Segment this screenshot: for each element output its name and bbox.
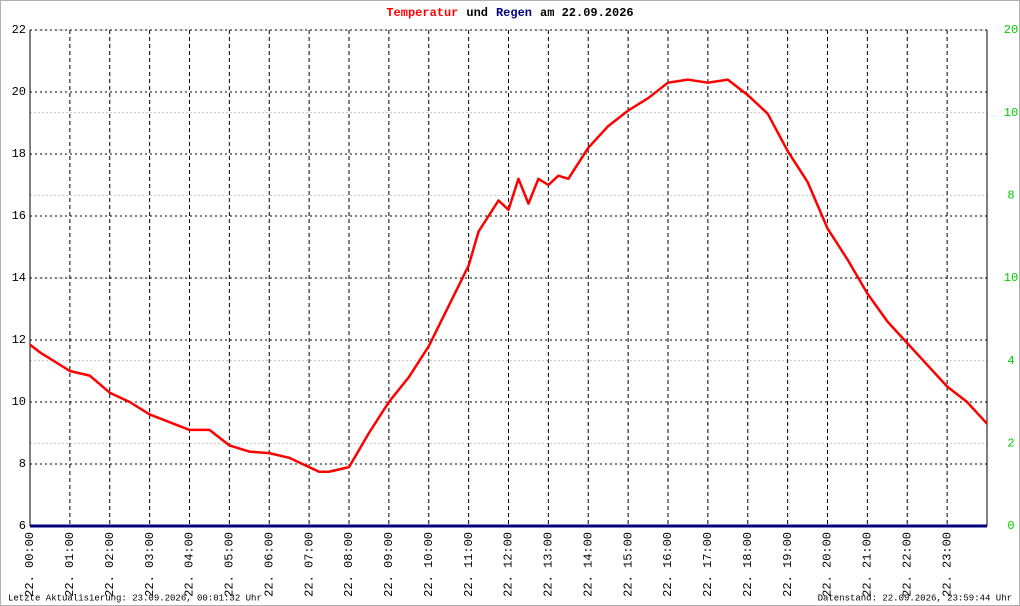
x-tick-label: 22. 13:00 xyxy=(542,532,556,597)
x-tick-label: 22. 08:00 xyxy=(342,532,356,597)
x-tick-label: 22. 18:00 xyxy=(741,532,755,597)
x-tick-label: 22. 23:00 xyxy=(940,532,954,597)
x-tick-label: 22. 15:00 xyxy=(621,532,635,597)
footer-left: Letzte Aktualisierung: 23.09.2026, 00:01… xyxy=(8,593,262,603)
x-tick-label: 22. 22:00 xyxy=(900,532,914,597)
x-tick-label: 22. 19:00 xyxy=(781,532,795,597)
title-part: Regen xyxy=(496,6,532,20)
y-tick-label: 22 xyxy=(12,23,26,37)
y2-tick-label: 10 xyxy=(1004,106,1018,120)
x-tick-label: 22. 20:00 xyxy=(821,532,835,597)
y-tick-label: 20 xyxy=(12,85,26,99)
y-tick-label: 18 xyxy=(12,147,26,161)
x-tick-label: 22. 17:00 xyxy=(701,532,715,597)
y-tick-label: 16 xyxy=(12,209,26,223)
x-tick-label: 22. 04:00 xyxy=(183,532,197,597)
y-tick-label: 14 xyxy=(12,271,26,285)
x-tick-label: 22. 09:00 xyxy=(382,532,396,597)
x-tick-label: 22. 01:00 xyxy=(63,532,77,597)
y-tick-label: 8 xyxy=(19,457,26,471)
title-part: Temperatur xyxy=(386,6,458,20)
y-tick-label: 12 xyxy=(12,333,26,347)
y2-tick-label: 20 xyxy=(1004,23,1018,37)
x-tick-label: 22. 16:00 xyxy=(661,532,675,597)
x-tick-label: 22. 21:00 xyxy=(861,532,875,597)
x-tick-label: 22. 03:00 xyxy=(143,532,157,597)
y2-tick-label: 2 xyxy=(1007,437,1014,451)
x-tick-label: 22. 07:00 xyxy=(302,532,316,597)
x-tick-label: 22. 14:00 xyxy=(581,532,595,597)
x-tick-label: 22. 05:00 xyxy=(223,532,237,597)
chart-title: Temperatur und Regen am 22.09.2026 xyxy=(386,6,633,20)
title-part: am 22.09.2026 xyxy=(540,6,634,20)
x-tick-label: 22. 11:00 xyxy=(462,532,476,597)
y-tick-label: 6 xyxy=(19,519,26,533)
series-line xyxy=(29,78,988,473)
footer-right: Datenstand: 22.09.2026, 23:59:44 Uhr xyxy=(818,593,1012,603)
y-tick-label: 10 xyxy=(12,395,26,409)
y2-tick-label: 0 xyxy=(1007,519,1014,533)
x-tick-label: 22. 00:00 xyxy=(23,532,37,597)
y2-tick-label: 10 xyxy=(1004,271,1018,285)
x-tick-label: 22. 06:00 xyxy=(262,532,276,597)
x-tick-label: 22. 02:00 xyxy=(103,532,117,597)
x-tick-label: 22. 10:00 xyxy=(422,532,436,597)
x-tick-label: 22. 12:00 xyxy=(502,532,516,597)
y2-tick-label: 8 xyxy=(1007,189,1014,203)
title-part: und xyxy=(466,6,488,20)
y2-tick-label: 4 xyxy=(1007,354,1014,368)
